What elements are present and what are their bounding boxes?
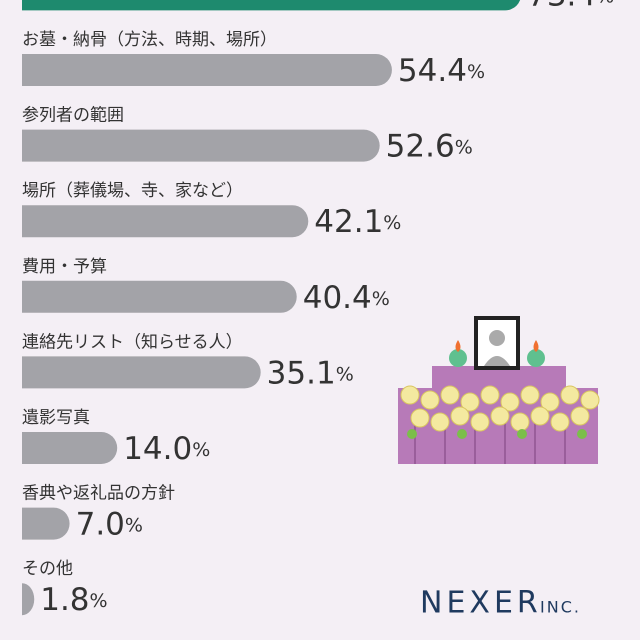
category-label: 場所（葬儀場、寺、家など） [22,181,243,201]
category-label: 費用・予算 [22,257,107,277]
logo-suffix: INC. [540,598,581,617]
value-label: 42.1% [314,204,401,240]
value-label: 52.6% [386,128,473,164]
bar [22,54,392,86]
category-label: 遺影写真 [22,408,90,428]
value-label: 1.8% [40,582,107,618]
category-label: 連絡先リスト（知らせる人） [22,332,243,352]
altar-illustration [398,316,600,464]
bar [22,583,35,616]
value-label: 73.4% [527,0,614,13]
bar [22,129,380,162]
value-label: 35.1% [267,355,354,391]
bar [22,205,309,238]
category-label: 香典や返礼品の方針 [22,484,175,504]
value-label: 7.0% [76,506,143,542]
bar [22,0,521,11]
logo: NEXER [420,586,542,621]
value-label: 40.4% [303,279,390,315]
category-label: その他 [22,559,73,579]
bar [22,280,297,313]
category-label: 参列者の範囲 [22,106,124,126]
value-label: 14.0% [123,431,210,467]
bar [22,432,118,464]
bar [22,507,70,540]
category-label: お墓・納骨（方法、時期、場所） [22,30,277,50]
bar [22,356,261,389]
value-label: 54.4% [398,53,485,89]
